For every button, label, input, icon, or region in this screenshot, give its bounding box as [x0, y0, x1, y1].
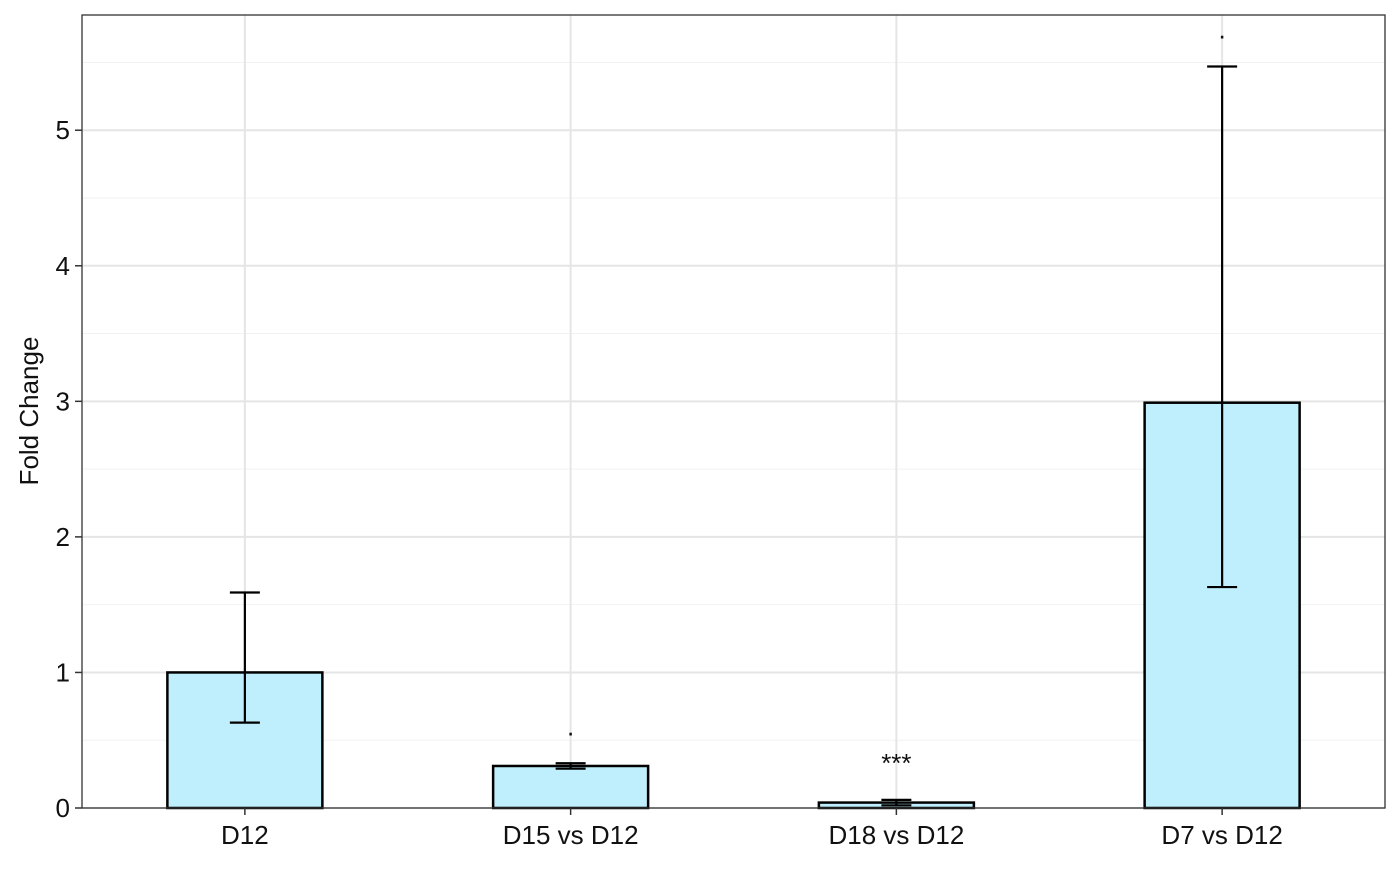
- y-tick-label: 4: [56, 251, 70, 281]
- significance-layer: . ***.: [567, 15, 1226, 778]
- y-tick-label: 5: [56, 115, 70, 145]
- significance-label-4: .: [1219, 15, 1226, 45]
- x-tick-label: D7 vs D12: [1161, 820, 1282, 850]
- x-tick-label: D15 vs D12: [503, 820, 639, 850]
- y-tick-label: 2: [56, 522, 70, 552]
- x-tick-label: D12: [221, 820, 269, 850]
- panel-border: [81, 14, 1386, 809]
- y-tick-label: 3: [56, 386, 70, 416]
- bar-2: [491, 764, 650, 810]
- error-bars-layer: [229, 65, 1238, 807]
- significance-label-2: .: [567, 711, 574, 741]
- x-tick-label: D18 vs D12: [828, 820, 964, 850]
- y-tick-label: 1: [56, 657, 70, 687]
- y-axis-label: Fold Change: [14, 337, 44, 486]
- y-tick-label: 0: [56, 793, 70, 823]
- significance-label-3: ***: [881, 748, 911, 778]
- axes-layer: 0 1 2 3 4 5 D12 D15 vs D12 D18 vs D12 D7 vs D12: [56, 115, 1283, 850]
